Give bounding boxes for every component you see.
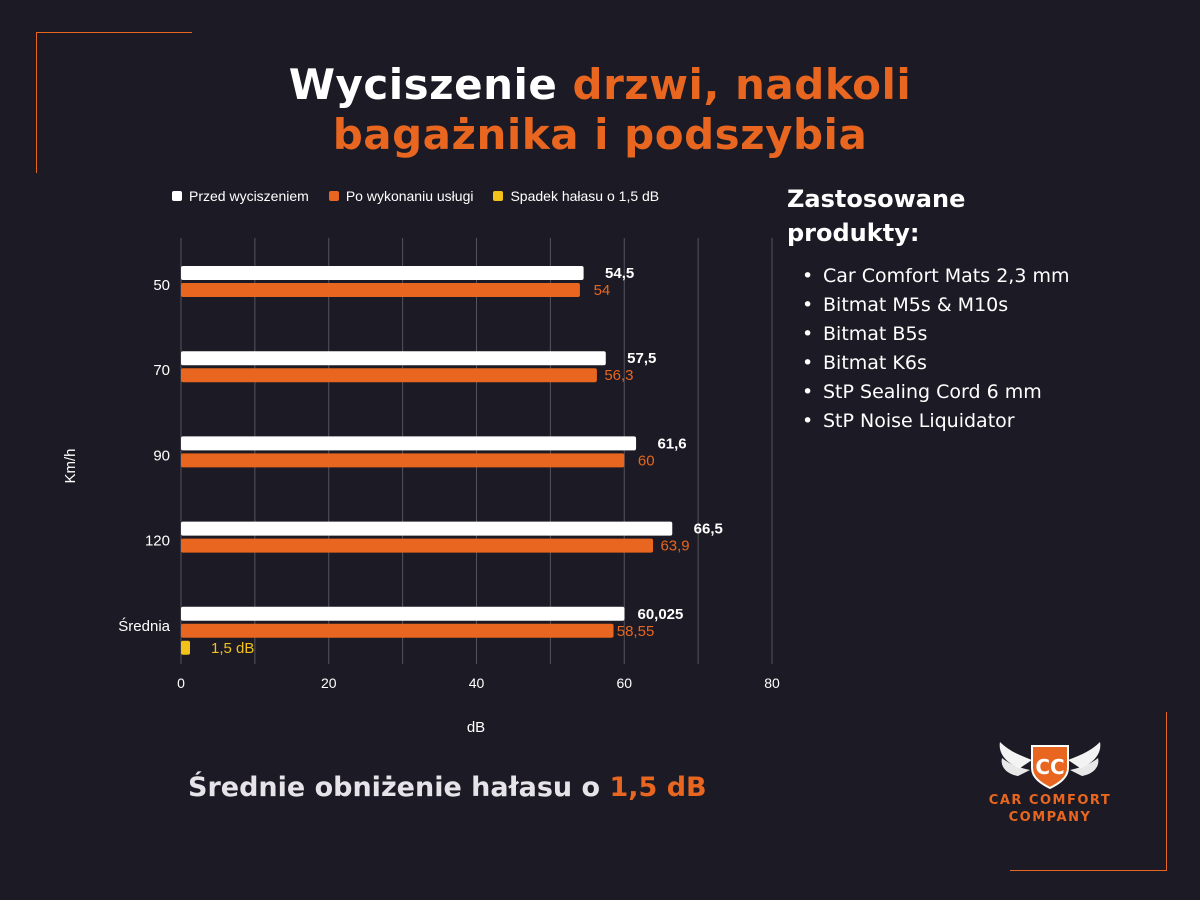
title-white-part: Wyciszenie (288, 60, 558, 109)
y-category-label: 50 (153, 277, 170, 294)
bar (181, 538, 654, 553)
bullet-icon: • (802, 294, 814, 316)
legend-label-after: Po wykonaniu usługi (345, 188, 474, 204)
product-label: StP Noise Liquidator (823, 410, 1015, 432)
product-label: StP Sealing Cord 6 mm (823, 381, 1042, 403)
bullet-icon: • (802, 323, 814, 345)
x-tick-label: 60 (616, 675, 632, 691)
data-label: 1,5 dB (211, 640, 254, 657)
decorative-corner-top-left (36, 32, 192, 173)
bullet-icon: • (802, 410, 814, 432)
data-label: 60,025 (637, 606, 683, 623)
product-item: • StP Noise Liquidator (800, 407, 1069, 436)
bullet-icon: • (802, 381, 814, 403)
legend-swatch-before (172, 191, 182, 201)
summary-text: Średnie obniżenie hałasu o 1,5 dB (188, 772, 707, 803)
bar (181, 521, 673, 536)
svg-text:CC: CC (1035, 755, 1064, 779)
summary-value: 1,5 dB (609, 772, 707, 803)
bar (181, 453, 625, 468)
bar (181, 640, 190, 655)
title-orange-part-1: drzwi, nadkoli (572, 60, 912, 109)
x-tick-label: 0 (177, 675, 185, 691)
products-list: • Car Comfort Mats 2,3 mm • Bitmat M5s & M… (800, 262, 1069, 436)
company-logo-icon: CC (999, 742, 1101, 790)
legend-swatch-after (328, 191, 339, 201)
legend-item-drop: Spadek hałasu o 1,5 dB (493, 188, 659, 204)
legend-label-drop: Spadek hałasu o 1,5 dB (510, 188, 660, 204)
y-category-label: Średnia (118, 617, 170, 635)
x-tick-label: 40 (469, 675, 485, 691)
bar (181, 351, 606, 366)
bullet-icon: • (802, 352, 814, 374)
page-title: Wyciszenie drzwi, nadkoli bagażnika i po… (0, 60, 1200, 160)
y-axis-label: Km/h (62, 448, 79, 483)
bar (181, 283, 580, 297)
x-tick-label: 20 (321, 675, 337, 691)
bar (181, 606, 625, 621)
company-name: CAR COMFORT COMPANY (960, 792, 1140, 826)
chart-legend: Przed wyciszeniem Po wykonaniu usługi Sp… (172, 188, 659, 204)
data-label: 61,6 (657, 435, 686, 452)
product-item: • StP Sealing Cord 6 mm (800, 378, 1069, 407)
company-name-line2: COMPANY (1008, 810, 1092, 825)
data-label: 56,3 (604, 367, 633, 384)
decorative-corner-bottom-right (1010, 712, 1167, 871)
product-item: • Bitmat B5s (800, 320, 1069, 349)
bar (181, 266, 584, 280)
summary-label: Średnie obniżenie hałasu o (188, 772, 601, 803)
product-item: • Bitmat K6s (800, 349, 1069, 378)
y-category-label: 90 (153, 447, 170, 464)
products-heading: Zastosowane produkty: (787, 185, 966, 247)
bar (181, 623, 614, 638)
bar (181, 436, 637, 451)
company-name-line1: CAR COMFORT (988, 793, 1112, 808)
product-label: Bitmat K6s (823, 352, 927, 374)
data-label: 63,9 (660, 538, 689, 555)
legend-swatch-drop (493, 191, 504, 201)
bullet-icon: • (802, 265, 814, 287)
data-label: 57,5 (627, 350, 656, 367)
x-tick-label: 80 (764, 675, 780, 691)
y-category-label: 120 (145, 533, 170, 550)
product-label: Bitmat B5s (823, 323, 928, 345)
title-orange-part-2: bagażnika i podszybia (332, 110, 868, 159)
legend-label-before: Przed wyciszeniem (189, 188, 309, 204)
legend-item-after: Po wykonaniu usługi (328, 188, 474, 204)
bar (181, 368, 597, 383)
product-label: Car Comfort Mats 2,3 mm (823, 265, 1070, 287)
product-label: Bitmat M5s & M10s (823, 294, 1009, 316)
data-label: 54,5 (605, 265, 634, 282)
data-label: 54 (594, 282, 611, 299)
product-item: • Bitmat M5s & M10s (800, 291, 1069, 320)
data-label: 58,55 (617, 623, 655, 640)
product-item: • Car Comfort Mats 2,3 mm (800, 262, 1069, 291)
data-label: 66,5 (694, 521, 723, 538)
legend-item-before: Przed wyciszeniem (172, 188, 309, 204)
x-axis-label: dB (467, 719, 485, 736)
y-category-label: 70 (153, 362, 170, 379)
data-label: 60 (638, 452, 655, 469)
